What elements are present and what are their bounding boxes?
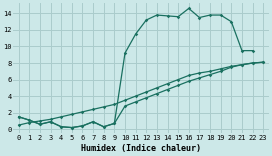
X-axis label: Humidex (Indice chaleur): Humidex (Indice chaleur) [81, 144, 201, 153]
